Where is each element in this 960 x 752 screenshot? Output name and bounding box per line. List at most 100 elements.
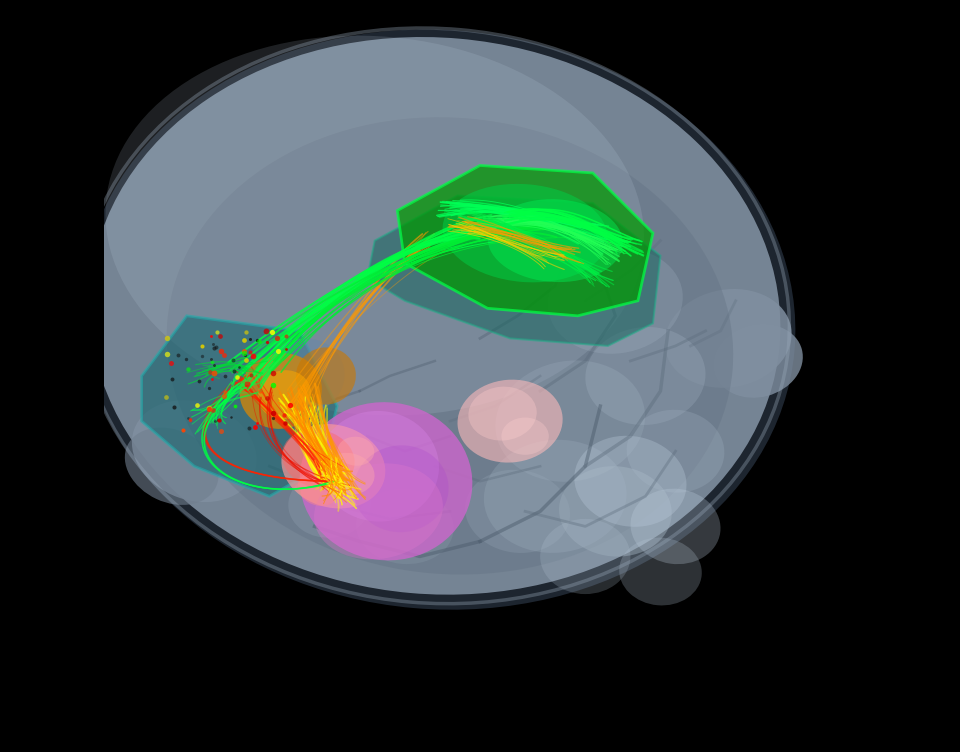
Ellipse shape — [257, 370, 311, 420]
Point — [204, 373, 220, 385]
Point — [163, 357, 179, 369]
Point — [251, 335, 266, 347]
Point — [277, 417, 293, 429]
Point — [278, 343, 294, 355]
Point — [276, 409, 291, 421]
Point — [182, 414, 198, 426]
Ellipse shape — [314, 463, 443, 559]
Point — [217, 390, 232, 402]
Point — [259, 336, 275, 348]
Point — [269, 332, 284, 344]
Ellipse shape — [106, 35, 644, 416]
Point — [278, 330, 294, 342]
Point — [236, 347, 252, 359]
Point — [206, 367, 222, 379]
Ellipse shape — [548, 248, 683, 353]
Point — [207, 415, 223, 427]
Point — [282, 399, 298, 411]
Point — [239, 354, 254, 366]
Ellipse shape — [466, 470, 570, 553]
Point — [202, 365, 217, 378]
Ellipse shape — [298, 472, 339, 506]
Point — [249, 334, 264, 346]
Point — [226, 365, 241, 378]
Point — [259, 392, 275, 404]
Point — [266, 407, 281, 419]
Point — [206, 359, 222, 371]
Ellipse shape — [262, 338, 345, 414]
Point — [164, 374, 180, 386]
Point — [236, 344, 252, 356]
Point — [238, 326, 253, 338]
Point — [202, 382, 217, 394]
Point — [205, 404, 221, 416]
Ellipse shape — [82, 29, 796, 610]
Ellipse shape — [540, 519, 631, 594]
Ellipse shape — [468, 387, 537, 441]
Ellipse shape — [318, 411, 439, 522]
Point — [265, 366, 280, 378]
Point — [224, 411, 239, 423]
Point — [246, 350, 261, 362]
Point — [243, 368, 258, 381]
Point — [204, 330, 219, 342]
Ellipse shape — [586, 327, 706, 425]
Point — [209, 326, 225, 338]
Ellipse shape — [296, 347, 356, 405]
Ellipse shape — [125, 428, 219, 505]
Point — [218, 386, 233, 398]
Ellipse shape — [631, 489, 721, 564]
Point — [225, 354, 240, 366]
Polygon shape — [367, 196, 660, 346]
Point — [178, 353, 193, 365]
Ellipse shape — [281, 424, 385, 508]
Ellipse shape — [353, 445, 448, 532]
Point — [204, 356, 220, 368]
Point — [202, 403, 217, 415]
Point — [159, 332, 175, 344]
Ellipse shape — [282, 429, 354, 488]
Point — [171, 349, 186, 361]
Point — [203, 353, 218, 365]
Point — [194, 339, 209, 351]
Point — [211, 414, 227, 426]
Point — [213, 425, 228, 437]
Point — [237, 334, 252, 346]
Ellipse shape — [240, 353, 322, 429]
Point — [202, 402, 217, 414]
Ellipse shape — [300, 402, 472, 560]
Point — [271, 345, 286, 357]
Point — [264, 326, 279, 338]
Point — [194, 350, 209, 362]
Point — [249, 417, 264, 429]
Polygon shape — [142, 316, 337, 496]
Point — [158, 392, 174, 404]
Ellipse shape — [627, 410, 725, 493]
Point — [266, 411, 281, 423]
Point — [237, 349, 252, 361]
Point — [159, 348, 175, 360]
Polygon shape — [397, 165, 653, 316]
Ellipse shape — [89, 37, 780, 595]
Point — [213, 345, 228, 357]
Point — [240, 378, 255, 390]
Point — [229, 371, 245, 383]
Point — [216, 349, 231, 361]
Point — [258, 326, 274, 338]
Point — [190, 399, 205, 411]
Ellipse shape — [488, 199, 623, 282]
Ellipse shape — [443, 184, 608, 282]
Ellipse shape — [323, 453, 374, 495]
Ellipse shape — [338, 437, 374, 465]
Point — [208, 341, 224, 353]
Point — [191, 375, 206, 387]
Point — [218, 370, 233, 382]
Point — [266, 379, 281, 391]
Point — [204, 338, 220, 350]
Point — [247, 421, 262, 433]
Point — [176, 424, 191, 436]
Point — [206, 341, 222, 353]
Point — [228, 399, 243, 411]
Point — [180, 413, 196, 425]
Ellipse shape — [458, 380, 563, 462]
